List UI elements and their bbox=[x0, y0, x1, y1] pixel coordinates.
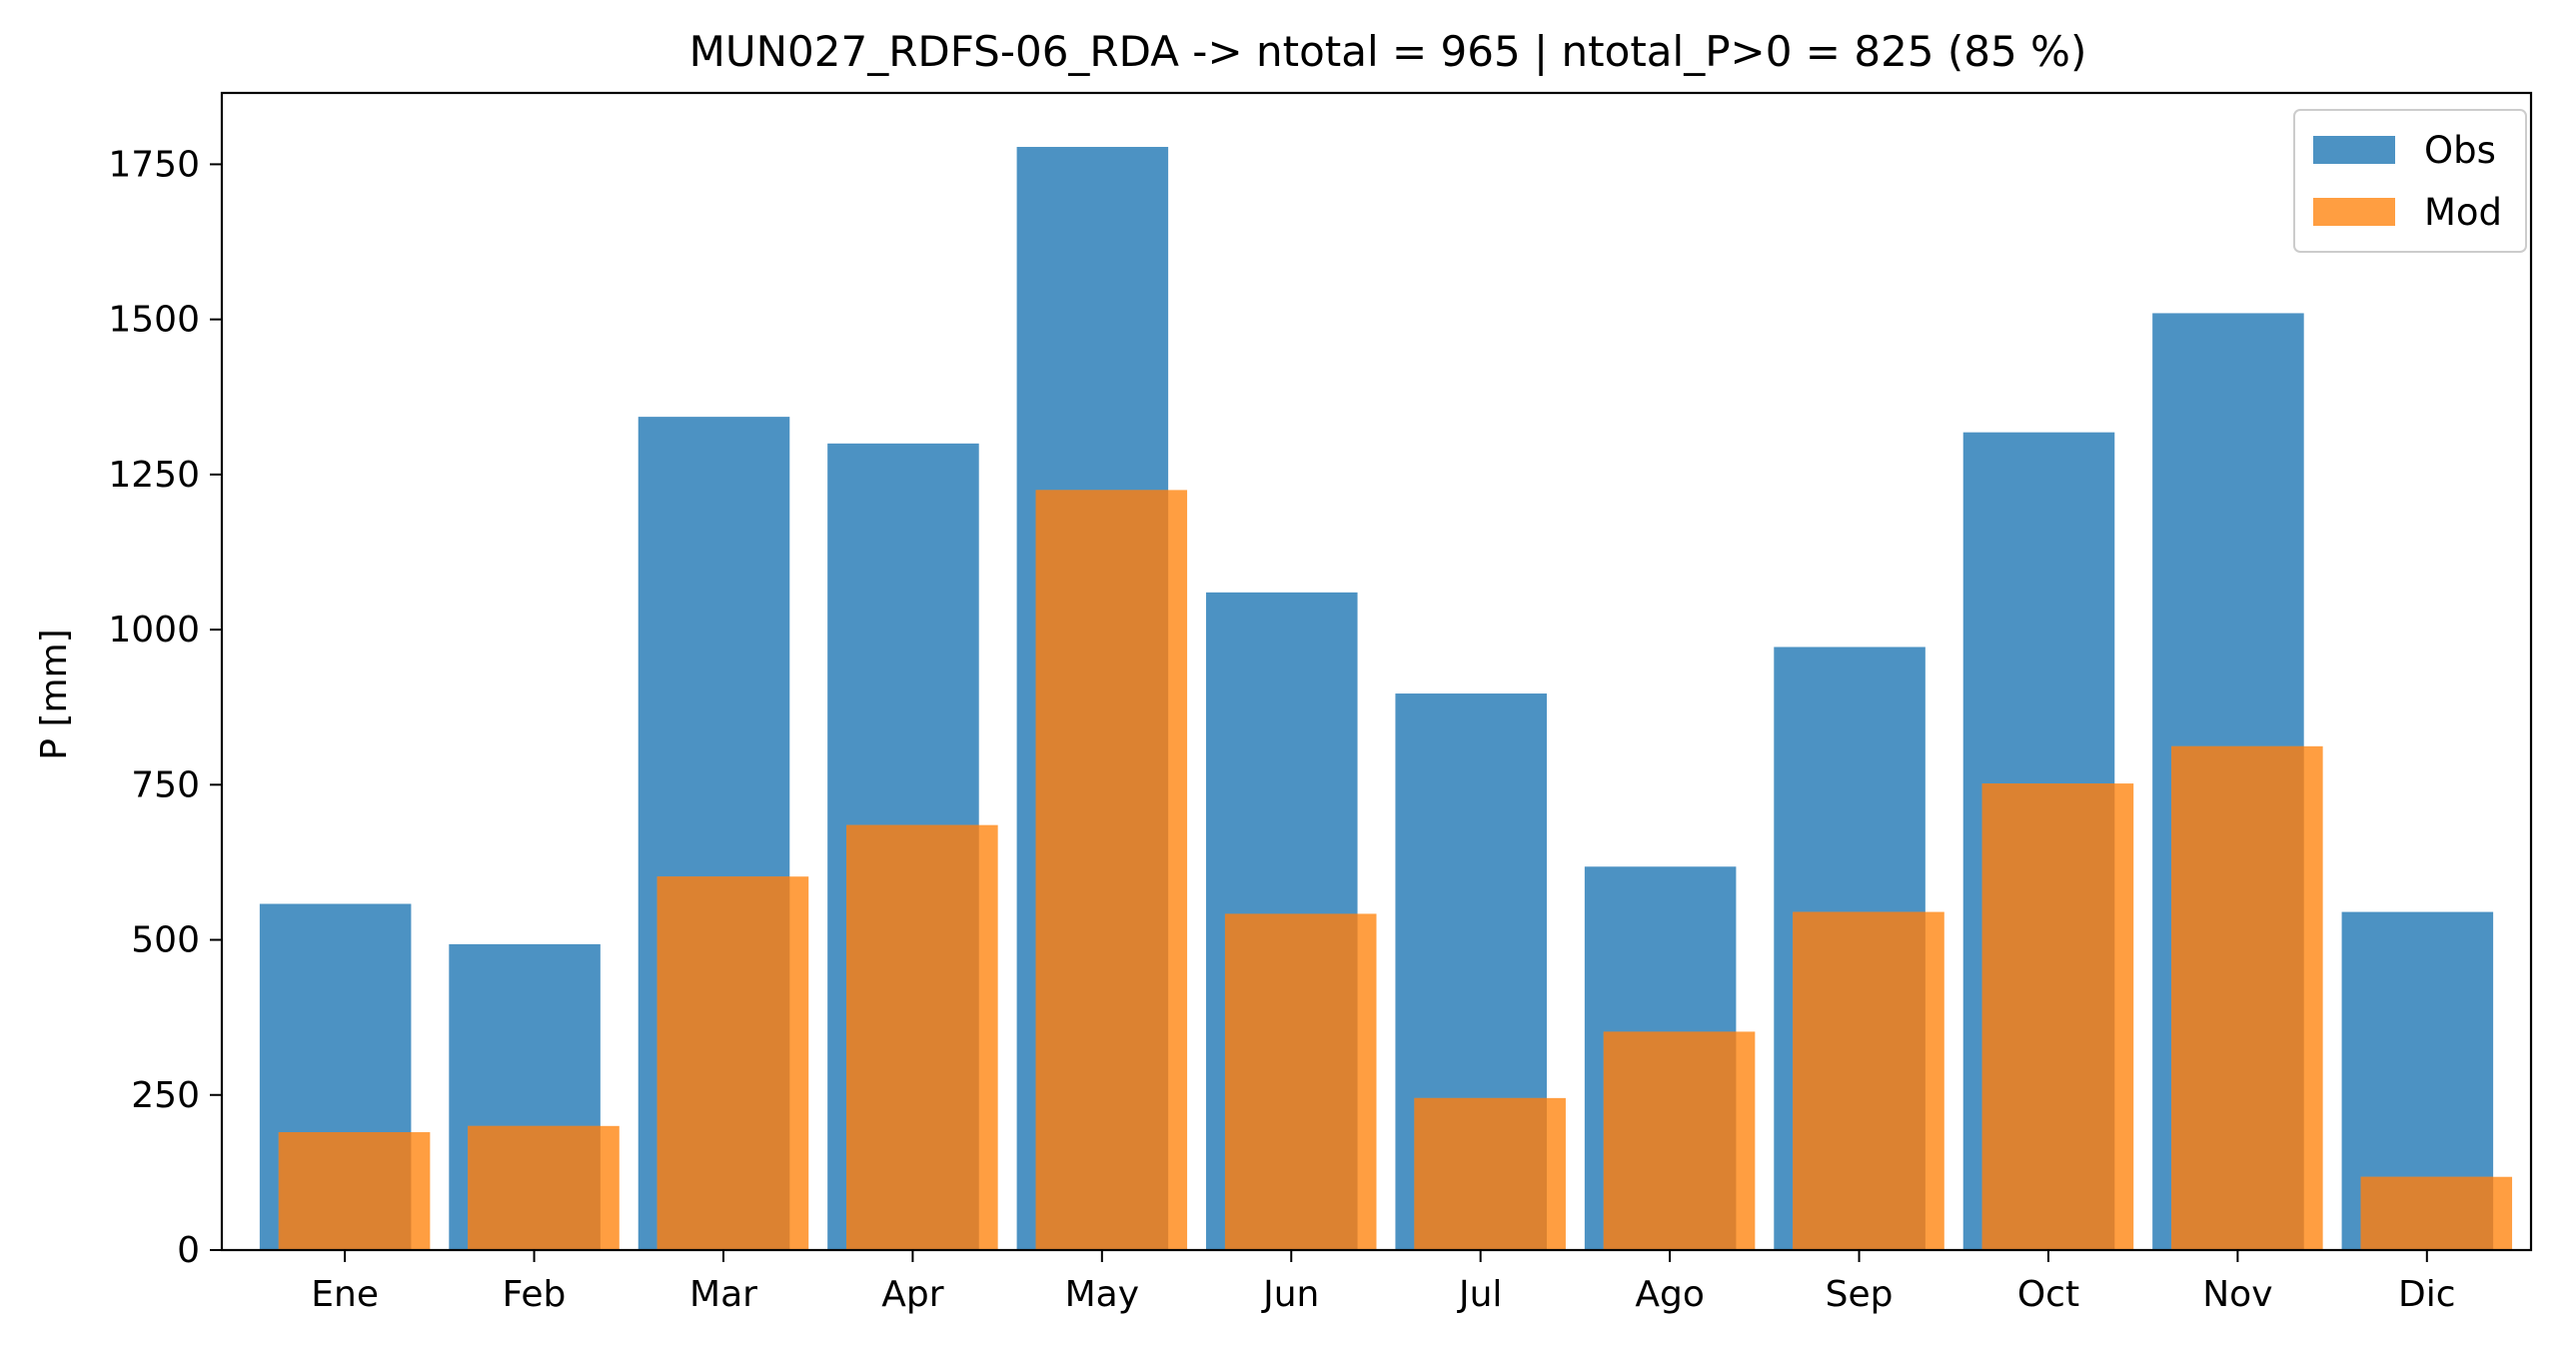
y-tick-label-1000: 1000 bbox=[108, 610, 200, 651]
mod-bars bbox=[278, 490, 2513, 1250]
bar-overlap-oct bbox=[1981, 783, 2115, 1250]
x-tick-label-apr: Apr bbox=[881, 1274, 943, 1315]
axes: 0 250 500 750 1000 1250 1500 1750 Ene Feb Mar Apr Ma… bbox=[108, 91, 2533, 1315]
y-tick-label-0: 0 bbox=[177, 1230, 200, 1271]
x-tick-label-jun: Jun bbox=[1261, 1274, 1319, 1315]
bar-overlap-sep bbox=[1793, 911, 1926, 1250]
legend-swatch-obs bbox=[2313, 136, 2395, 164]
y-tick-label-750: 750 bbox=[131, 764, 200, 805]
bar-overlap-jun bbox=[1224, 913, 1358, 1250]
bar-overlap-jul bbox=[1414, 1097, 1547, 1250]
legend-label-mod: Mod bbox=[2424, 191, 2502, 234]
bar-overlap-feb bbox=[468, 1125, 601, 1250]
x-tick-label-nov: Nov bbox=[2202, 1274, 2272, 1315]
chart-title: MUN027_RDFS-06_RDA -> ntotal = 965 | nto… bbox=[689, 27, 2087, 76]
x-tick-label-sep: Sep bbox=[1826, 1274, 1894, 1315]
y-tick-label-250: 250 bbox=[131, 1075, 200, 1116]
x-tick-label-may: May bbox=[1065, 1274, 1139, 1315]
x-tick-label-ene: Ene bbox=[311, 1274, 379, 1315]
legend-swatch-mod bbox=[2313, 198, 2395, 226]
bar-overlap-nov bbox=[2171, 745, 2304, 1250]
x-tick-label-ago: Ago bbox=[1635, 1274, 1705, 1315]
x-tick-label-feb: Feb bbox=[503, 1274, 567, 1315]
bar-overlap-mar bbox=[656, 876, 790, 1250]
bar-overlap-may bbox=[1035, 490, 1169, 1250]
bar-overlap-ene bbox=[278, 1132, 412, 1250]
y-axis-label: P [mm] bbox=[34, 629, 75, 759]
y-tick-label-1750: 1750 bbox=[108, 144, 200, 185]
legend-label-obs: Obs bbox=[2424, 129, 2496, 172]
y-tick-label-1250: 1250 bbox=[108, 455, 200, 496]
bar-overlap-apr bbox=[846, 824, 979, 1250]
x-tick-label-mar: Mar bbox=[689, 1274, 757, 1315]
legend: Obs Mod bbox=[2293, 109, 2527, 253]
x-tick-label-dic: Dic bbox=[2398, 1274, 2456, 1315]
x-tick-label-jul: Jul bbox=[1457, 1274, 1502, 1315]
y-tick-label-1500: 1500 bbox=[108, 300, 200, 341]
x-tick-label-oct: Oct bbox=[2017, 1274, 2079, 1315]
y-tick-label-500: 500 bbox=[131, 920, 200, 961]
plot-frame bbox=[220, 91, 2533, 1252]
bar-overlap-ago bbox=[1603, 1031, 1737, 1250]
bar-overlap-dic bbox=[2360, 1176, 2494, 1250]
